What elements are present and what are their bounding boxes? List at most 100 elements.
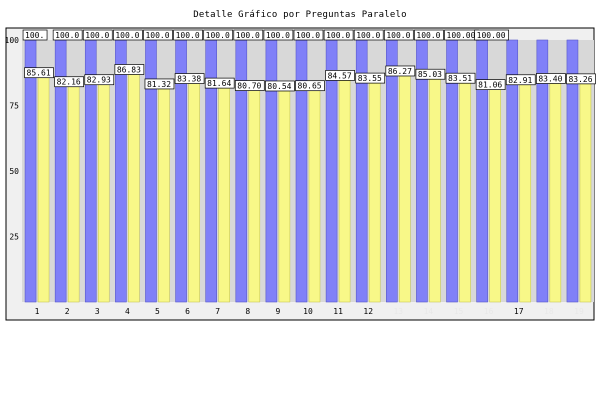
data-label-box [54,76,85,88]
data-label-box [114,64,145,75]
data-label-box [113,29,143,41]
bar-series2 [459,82,471,303]
bar-series1 [265,39,278,303]
data-label: 83.38 [177,75,201,84]
y-tick-label: 100 [5,36,20,45]
data-label: 100.0 [356,31,380,40]
data-label-box [383,29,414,41]
data-label-box [323,29,354,41]
x-tick-label: 1 [35,307,40,316]
bar-series1 [235,39,248,303]
data-label-box [566,73,596,85]
data-label: 82.93 [87,76,111,85]
data-label-box [233,29,264,41]
data-label-box [24,67,54,79]
data-label-box [144,78,175,90]
x-tick-label: 3 [95,307,100,316]
bar-series2 [37,77,50,303]
data-label-box [325,70,355,81]
data-label: 85.61 [27,69,51,78]
bar-series2 [399,75,411,303]
data-label-box [84,74,115,86]
data-label-box [293,29,324,41]
y-tick-label: 25 [9,233,19,242]
bar-series1 [536,39,549,303]
data-label: 100.0 [176,31,200,40]
x-tick-label: 8 [245,307,250,316]
data-label-box [414,29,444,41]
x-tick-label: 6 [185,307,190,316]
data-label-box [204,77,235,89]
bar-series1 [115,39,127,303]
data-label: 86.83 [117,66,141,75]
x-tick-label: 13 [393,307,403,316]
x-tick-label: 18 [544,307,554,316]
x-tick-label: 2 [65,307,70,316]
data-label: 81.32 [147,80,171,89]
bar-series2 [188,83,200,303]
y-tick-label: 75 [9,102,19,111]
x-tick-label: 19 [574,307,584,316]
data-label-box [295,80,325,92]
bar-series2 [489,89,501,303]
data-label-box [174,73,205,84]
data-label-box [535,73,566,84]
data-label: 100.0 [236,31,260,40]
data-label: 80.65 [298,82,322,91]
data-label: 100.0 [386,31,410,40]
data-label: 100.0 [296,31,320,40]
data-label-box [203,29,234,41]
data-label-box [22,29,48,41]
bar-series2 [579,83,592,303]
bar-series2 [128,74,140,303]
data-label: 83.55 [358,74,382,83]
data-label-box [82,29,113,41]
data-label: 100.0 [85,31,109,40]
bar-series1 [566,39,579,303]
bar-series2 [429,78,441,303]
data-label-box [445,72,476,84]
data-label: 100.0 [326,31,350,40]
bar-series1 [295,39,308,303]
x-tick-label: 15 [454,307,464,316]
bar-series2 [368,82,381,303]
data-label-box [234,80,265,91]
bar-series2 [218,87,230,303]
x-tick-label: 16 [484,307,494,316]
bar-series2 [67,86,80,303]
bar-series2 [97,84,110,303]
x-tick-label: 12 [363,307,373,316]
data-label: 100.0 [115,31,139,40]
bar-series2 [308,90,321,303]
data-label: 81.06 [478,81,502,90]
data-label-box [52,29,83,41]
x-tick-label: 9 [275,307,280,316]
bar-series1 [386,39,398,303]
data-label-box [475,79,506,90]
data-label-box [385,65,416,77]
data-label: 100.00 [477,31,506,40]
data-label: 83.26 [568,75,592,84]
x-tick-label: 14 [424,307,434,316]
bar-series2 [338,80,351,303]
bar-series1 [506,39,519,303]
data-label: 83.51 [448,74,472,83]
data-label: 80.54 [267,82,291,91]
x-tick-label: 10 [303,307,313,316]
data-label: 100.0 [416,31,440,40]
data-label-box [263,29,294,41]
x-tick-label: 4 [125,307,130,316]
data-label-box [173,29,203,41]
data-label: 100.0 [266,31,290,40]
data-label: 100.0 [206,31,230,40]
data-label: 100.00 [447,31,476,40]
data-label: 82.16 [57,78,81,87]
bar-series2 [158,88,170,303]
data-label: 82.91 [508,76,532,85]
x-tick-label: 5 [155,307,160,316]
chart-title: Detalle Gráfico por Preguntas Paralelo [193,10,407,20]
data-label-box [353,29,384,41]
data-label: 83.40 [538,74,562,83]
